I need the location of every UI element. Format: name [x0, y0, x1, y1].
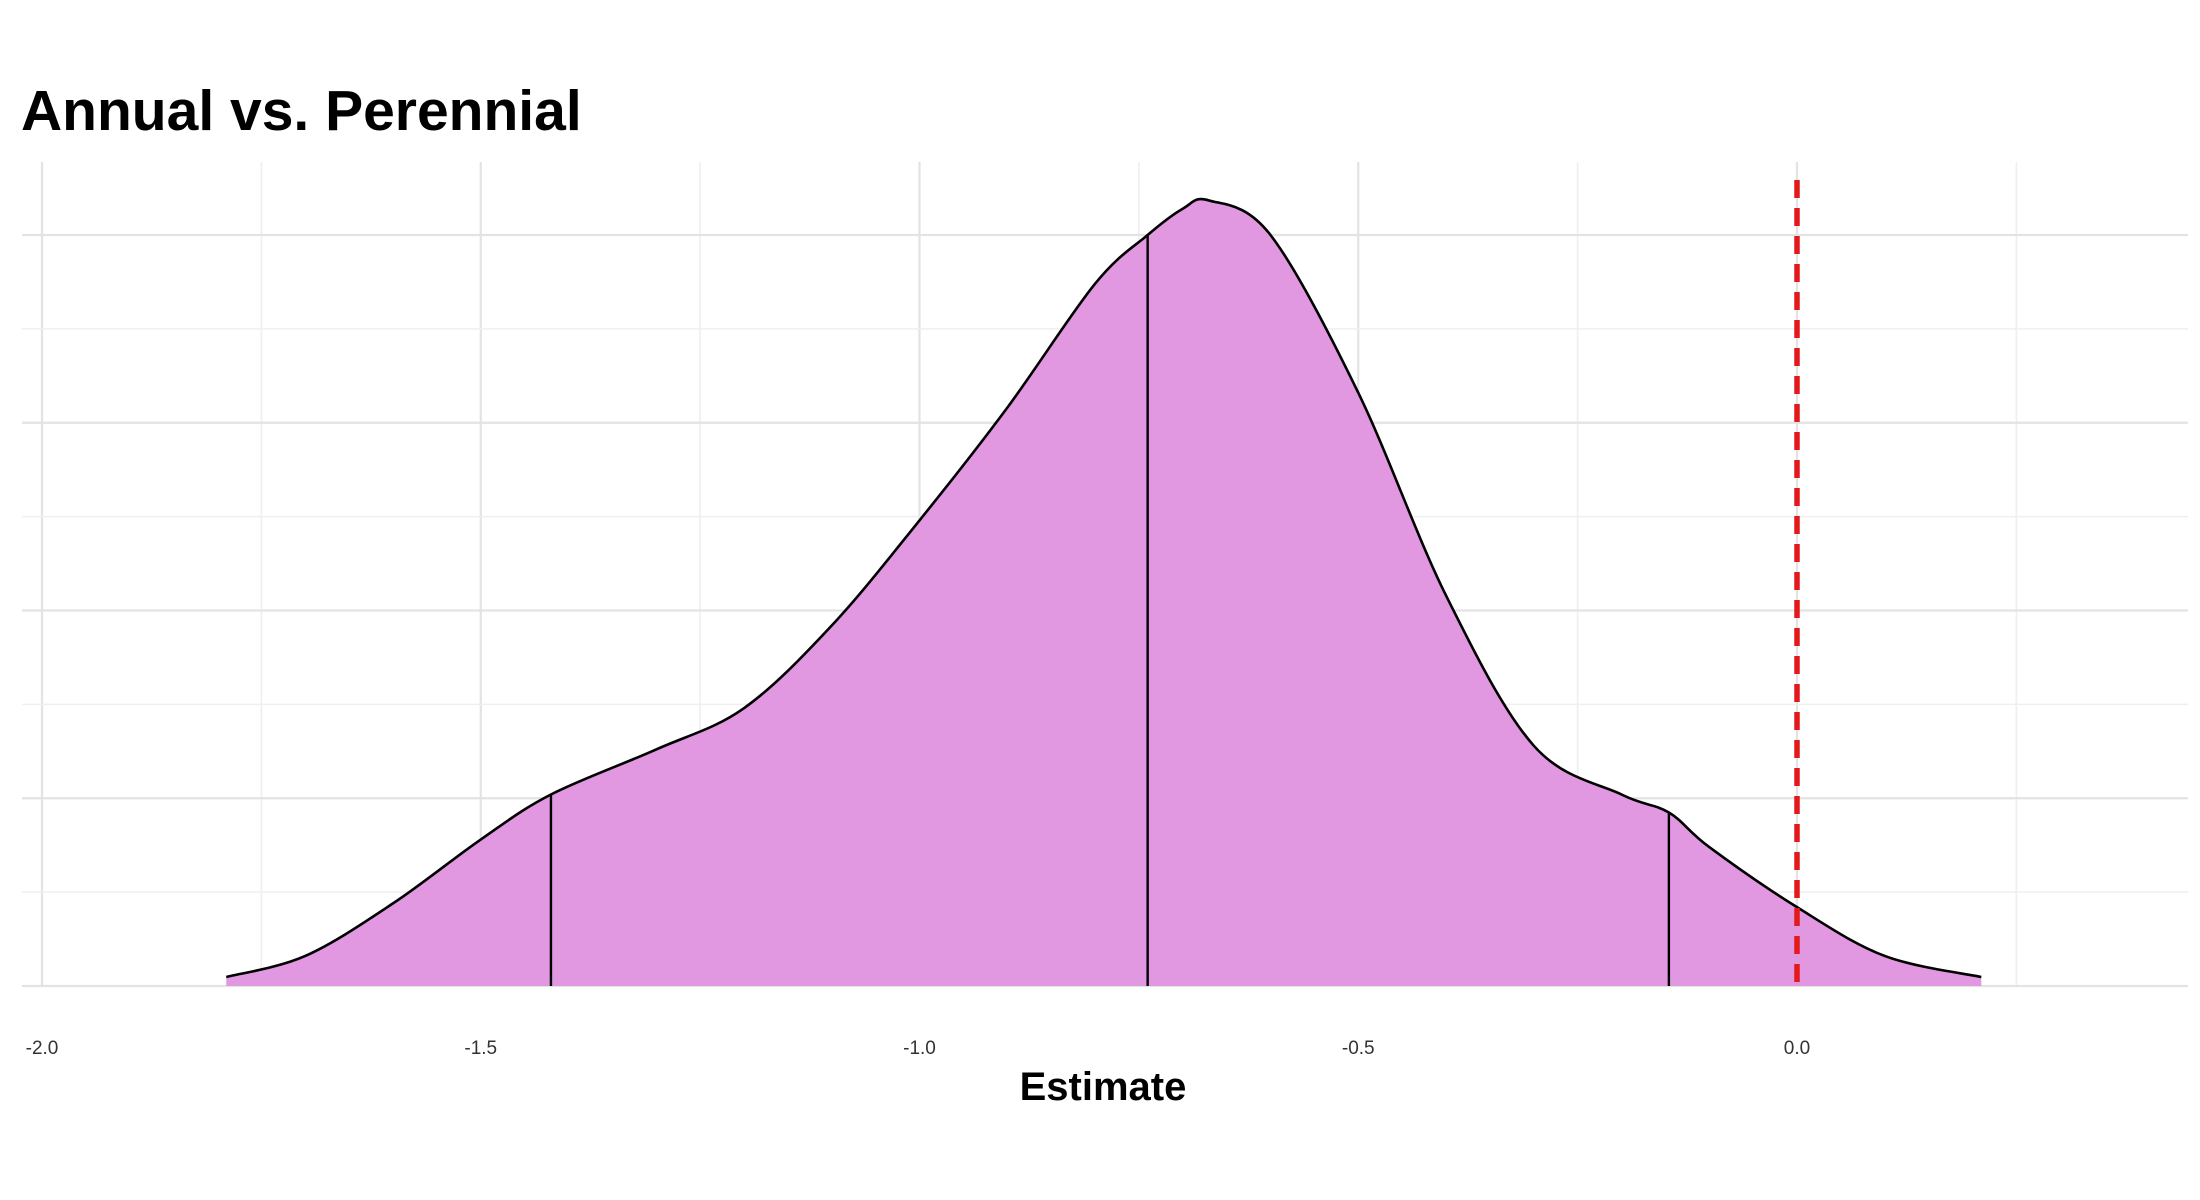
x-tick-label: -0.5 [1342, 1038, 1375, 1059]
density-area [226, 199, 1982, 986]
quantile-lines [549, 235, 1671, 986]
x-tick-label: -2.0 [26, 1038, 59, 1059]
chart-title: Annual vs. Perennial [21, 79, 582, 143]
x-axis-ticks: -2.0 -1.5 -1.0 -0.5 0.0 [26, 1038, 1811, 1059]
x-tick-label: -1.5 [464, 1038, 497, 1059]
x-tick-label: 0.0 [1784, 1038, 1810, 1059]
density-curve [225, 197, 1982, 979]
x-tick-label: -1.0 [903, 1038, 936, 1059]
x-axis-title: Estimate [1020, 1065, 1187, 1109]
